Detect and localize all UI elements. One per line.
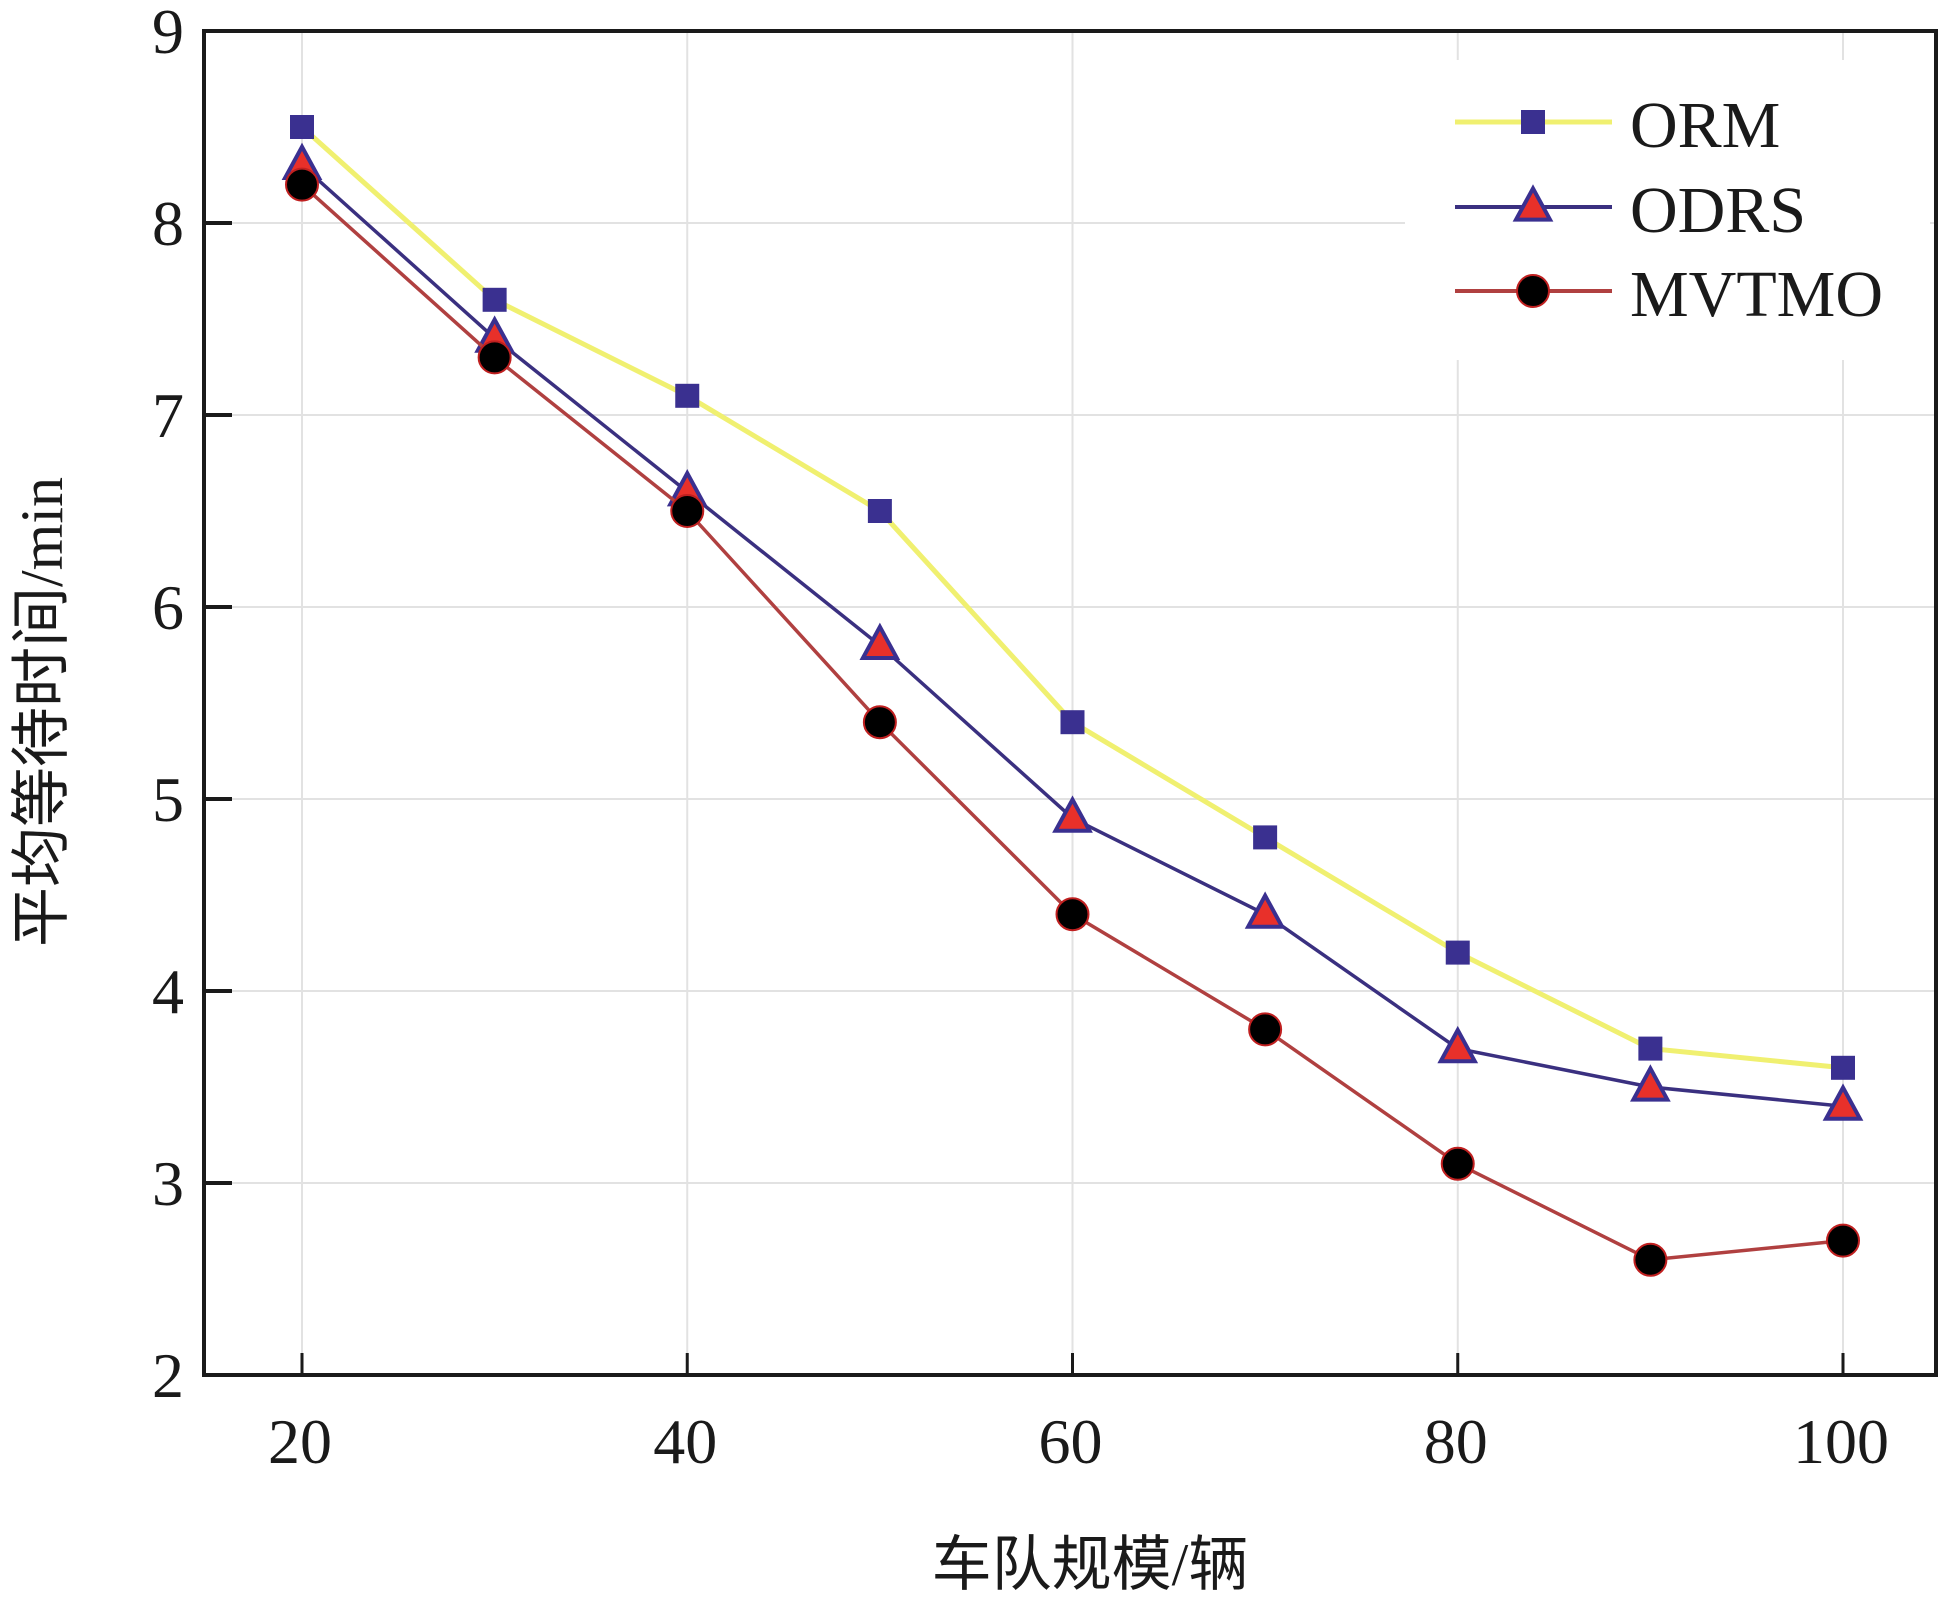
y-tick-label: 2 — [152, 1340, 184, 1411]
data-point-mvtmo — [670, 494, 705, 528]
y-tick-label: 6 — [152, 572, 184, 643]
data-point-mvtmo — [477, 340, 512, 375]
data-point-orm — [1445, 940, 1470, 965]
data-point-mvtmo — [1055, 897, 1090, 932]
legend-item-orm: ORM — [1455, 89, 1780, 162]
data-point-mvtmo — [862, 705, 897, 740]
data-point-mvtmo — [1826, 1223, 1860, 1258]
data-point-orm — [1638, 1036, 1663, 1061]
x-axis-title: 车队规模/辆 — [932, 1532, 1249, 1598]
data-point-mvtmo — [1633, 1242, 1668, 1277]
x-tick-label: 20 — [268, 1406, 332, 1477]
legend-label: ODRS — [1630, 174, 1806, 247]
data-point-odrs — [859, 622, 901, 660]
legend-marker-square — [1521, 110, 1545, 134]
data-point-odrs — [1437, 1025, 1479, 1064]
x-tick-label: 80 — [1424, 1406, 1488, 1477]
data-point-orm — [675, 383, 700, 408]
x-tick-label: 100 — [1793, 1406, 1889, 1477]
series-mvtmo — [285, 167, 1860, 1277]
data-point-orm — [1253, 825, 1278, 850]
legend-label: ORM — [1630, 89, 1780, 162]
data-point-orm — [482, 287, 507, 312]
data-point-mvtmo — [1248, 1012, 1283, 1047]
y-tick-label: 4 — [152, 956, 184, 1027]
x-tick-label: 40 — [653, 1406, 717, 1477]
data-point-odrs — [1630, 1064, 1671, 1102]
y-tick-label: 7 — [152, 380, 184, 451]
data-point-orm — [867, 499, 892, 523]
data-point-odrs — [1052, 795, 1093, 833]
legend-item-odrs: ODRS — [1455, 174, 1806, 247]
axes — [202, 29, 1938, 1377]
data-point-mvtmo — [1440, 1146, 1475, 1181]
y-tick-label: 8 — [152, 188, 184, 259]
y-axis-title: 平均等待时间/min — [9, 477, 75, 947]
data-point-mvtmo — [285, 167, 319, 202]
legend-marker-circle — [1516, 274, 1550, 308]
ticks: 2 3 4 5 6 7 8 9 20 40 60 80 100 — [152, 0, 1889, 1477]
data-point-orm — [290, 115, 314, 139]
legend-box — [1405, 60, 1930, 360]
legend-background — [1405, 60, 1930, 360]
y-tick-label: 3 — [152, 1148, 184, 1219]
legend-marker-triangle — [1512, 184, 1554, 222]
data-point-orm — [1831, 1055, 1855, 1080]
legend-item-mvtmo: MVTMO — [1455, 258, 1883, 331]
y-tick-label: 5 — [152, 764, 184, 835]
legend: ORM ODRS MVTMO — [1455, 89, 1883, 331]
data-point-odrs — [1822, 1083, 1864, 1121]
data-point-orm — [1060, 710, 1085, 735]
x-tick-label: 60 — [1039, 1406, 1103, 1477]
series-layer — [281, 115, 1864, 1277]
data-point-odrs — [1244, 891, 1286, 929]
series-orm — [290, 115, 1855, 1080]
y-tick-label: 9 — [152, 0, 184, 67]
legend-label: MVTMO — [1630, 258, 1883, 331]
